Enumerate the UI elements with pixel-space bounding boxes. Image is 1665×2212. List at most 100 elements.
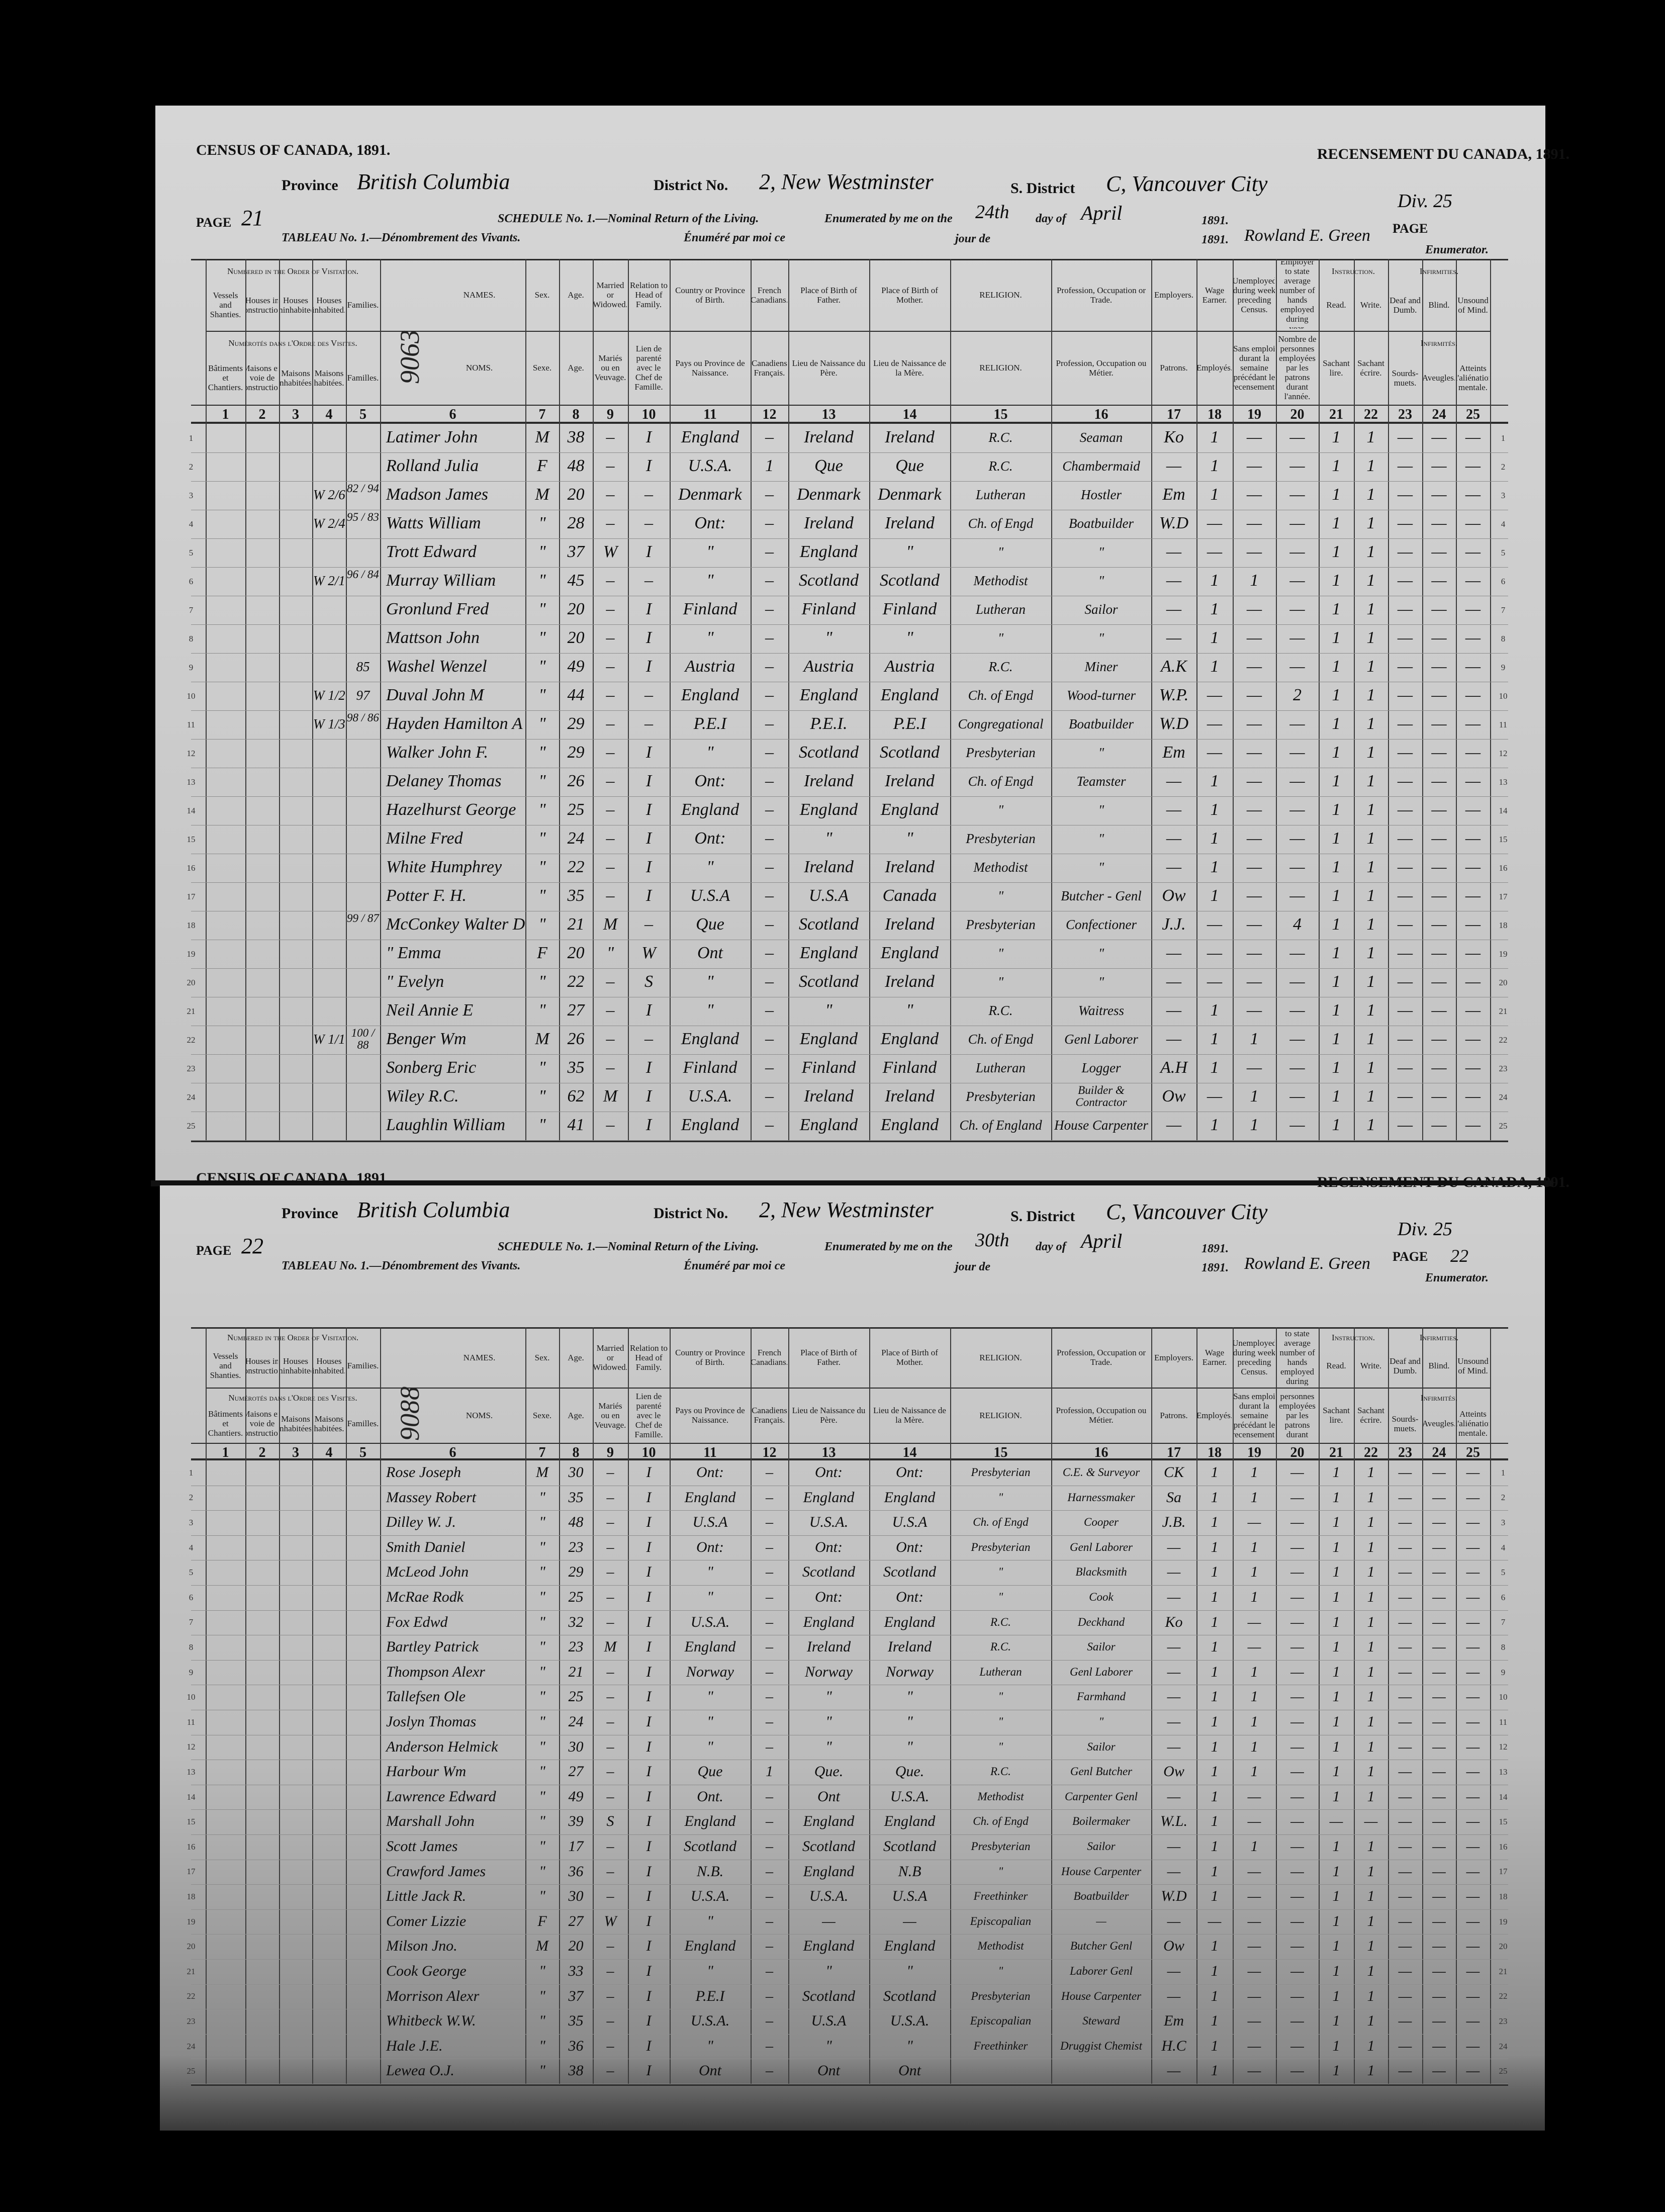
cell-age: 23 xyxy=(568,1638,584,1655)
enumerated-by-label: Enumerated by me on the xyxy=(824,1240,953,1253)
cell-relation: I xyxy=(646,1938,652,1955)
column-divider xyxy=(1051,1327,1052,2084)
cell-blind: — xyxy=(1431,1116,1447,1135)
enumerator-label: Enumerator. xyxy=(1425,1271,1489,1284)
cell-age: 23 xyxy=(568,1538,584,1555)
cell-can-write: 1 xyxy=(1367,1613,1375,1630)
cell-age: 30 xyxy=(568,1888,584,1905)
cell-employer: W.D xyxy=(1159,514,1189,533)
cell-can-read: 1 xyxy=(1332,1030,1341,1049)
cell-unemployed: — xyxy=(1247,1938,1261,1955)
cell-sex: " xyxy=(539,1489,545,1506)
column-header-en: Houses inhabited. xyxy=(313,1356,345,1375)
cell-religion: " xyxy=(997,974,1004,990)
cell-mother-birthplace: " xyxy=(906,1001,913,1020)
column-number: 10 xyxy=(641,407,656,422)
cell-mother-birthplace: England xyxy=(880,1116,939,1135)
row-rule xyxy=(191,1834,1508,1835)
column-header-en: Profession, Occupation or Trade. xyxy=(1056,285,1146,305)
cell-french-canadian: – xyxy=(766,1987,773,2004)
row-number-left: 3 xyxy=(189,1518,194,1527)
cell-french-canadian: – xyxy=(766,2012,773,2030)
cell-family-number: 100 / 88 xyxy=(351,1027,375,1051)
cell-unsound-mind: — xyxy=(1466,1463,1480,1481)
cell-deaf-dumb: — xyxy=(1398,1912,1412,1929)
column-divider xyxy=(628,259,629,1140)
cell-name: Madson James xyxy=(386,485,489,504)
cell-sex: " xyxy=(538,571,546,590)
cell-father-birthplace: England xyxy=(803,1613,855,1630)
cell-occupation: House Carpenter xyxy=(1061,1989,1142,2002)
column-number: 17 xyxy=(1167,407,1181,422)
cell-blind: — xyxy=(1432,1863,1446,1880)
row-number-left: 13 xyxy=(187,1767,196,1777)
cell-age: 25 xyxy=(567,800,585,819)
cell-can-read: 1 xyxy=(1332,628,1341,648)
cell-hands-employed: — xyxy=(1289,428,1305,447)
cell-blind: — xyxy=(1431,1001,1447,1020)
cell-marital-status: – xyxy=(606,1588,614,1605)
header-bottom-rule xyxy=(191,1458,1508,1460)
tableau-title: TABLEAU No. 1.—Dénombrement des Vivants. xyxy=(282,231,521,244)
cell-religion: Lutheran xyxy=(975,1060,1026,1076)
cell-father-birthplace: " xyxy=(825,1001,832,1020)
cell-sex: " xyxy=(538,858,546,877)
cell-houses-construction xyxy=(246,1113,278,1138)
cell-unemployed: — xyxy=(1246,915,1262,934)
cell-religion: R.C. xyxy=(988,458,1013,474)
row-number-left: 12 xyxy=(187,1742,196,1752)
cell-birthplace: " xyxy=(706,743,714,762)
cell-deaf-dumb: — xyxy=(1397,600,1413,619)
cell-wage-earner: 1 xyxy=(1211,2062,1219,2079)
cell-birthplace: Denmark xyxy=(678,485,742,504)
column-header-fr: Maisons habitées. xyxy=(314,368,344,388)
cell-deaf-dumb: — xyxy=(1398,1788,1412,1805)
cell-houses-uninhabited xyxy=(280,1561,311,1584)
cell-employer: — xyxy=(1166,600,1182,619)
cell-can-write: 1 xyxy=(1367,1912,1375,1929)
cell-mother-birthplace: England xyxy=(880,944,939,963)
cell-unemployed: — xyxy=(1246,743,1262,762)
cell-hands-employed: — xyxy=(1289,972,1305,991)
cell-religion: Lutheran xyxy=(979,1665,1022,1678)
row-number-left: 22 xyxy=(187,1991,196,2001)
column-header-en: Unsound of Mind. xyxy=(1457,1356,1489,1375)
column-header-en: NAMES. xyxy=(463,1352,496,1362)
column-number: 18 xyxy=(1208,407,1222,422)
cell-deaf-dumb: — xyxy=(1398,1638,1412,1655)
cell-houses-construction xyxy=(246,1886,278,1908)
cell-wage-earner: 1 xyxy=(1210,657,1219,676)
cell-relation: W xyxy=(641,944,656,963)
column-header-fr: Bâtiments et Chantiers. xyxy=(208,1409,243,1438)
cell-mother-birthplace: Denmark xyxy=(878,485,942,504)
column-header-fr: Lieu de Naissance du Père. xyxy=(792,358,866,378)
cell-sex: " xyxy=(539,2062,545,2079)
cell-vessels xyxy=(207,1836,244,1858)
column-number: 20 xyxy=(1290,1445,1305,1460)
cell-employer: W.D xyxy=(1161,1888,1187,1905)
cell-can-write: 1 xyxy=(1366,456,1375,476)
cell-father-birthplace: Ireland xyxy=(804,772,854,791)
cell-deaf-dumb: — xyxy=(1397,915,1413,934)
cell-occupation: " xyxy=(1098,974,1104,990)
cell-birthplace: U.S.A xyxy=(690,886,730,905)
cell-deaf-dumb: — xyxy=(1398,1938,1412,1955)
cell-birthplace: " xyxy=(706,571,714,590)
column-header-en: Employer to state average number of hand… xyxy=(1279,1329,1315,1386)
row-number-left: 5 xyxy=(189,1568,194,1578)
column-header-fr: Sans emploi durant la semaine précédant … xyxy=(1234,1391,1275,1439)
page-number: 22 xyxy=(241,1234,263,1258)
cell-unemployed: — xyxy=(1247,2012,1261,2030)
cell-father-birthplace: Finland xyxy=(801,1058,856,1077)
cell-vessels xyxy=(207,2010,244,2033)
cell-family-number xyxy=(347,1636,379,1658)
cell-mother-birthplace: " xyxy=(906,1962,913,1979)
cell-name: Duval John M xyxy=(386,686,484,705)
cell-occupation: Seaman xyxy=(1079,430,1123,445)
cell-wage-earner: 1 xyxy=(1211,1613,1219,1630)
cell-can-read: 1 xyxy=(1332,1688,1340,1705)
cell-wage-earner: 1 xyxy=(1211,1738,1219,1755)
cell-houses-inhabited xyxy=(313,769,345,794)
census-title: CENSUS OF CANADA, 1891. xyxy=(196,1170,391,1186)
cell-age: 27 xyxy=(567,1001,585,1020)
